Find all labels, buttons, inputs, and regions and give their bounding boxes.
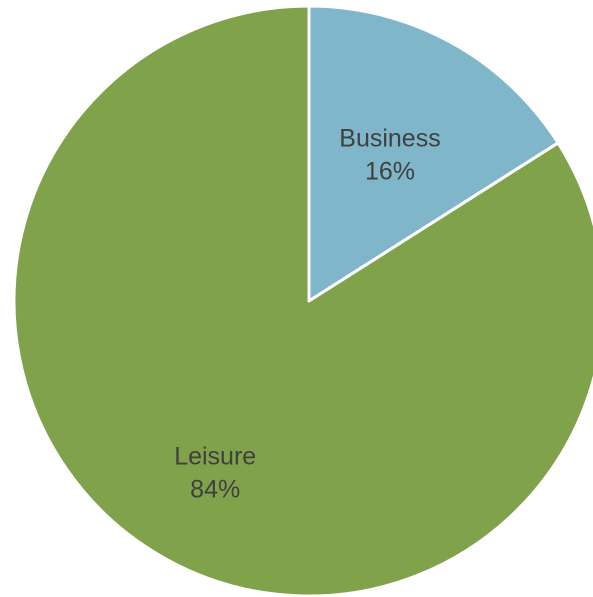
slice-value-business: 16% [365,158,415,186]
slice-label-business: Business [339,125,440,153]
slice-value-leisure: 84% [190,476,240,504]
pie-slices [14,6,593,596]
slice-label-leisure: Leisure [174,443,256,471]
